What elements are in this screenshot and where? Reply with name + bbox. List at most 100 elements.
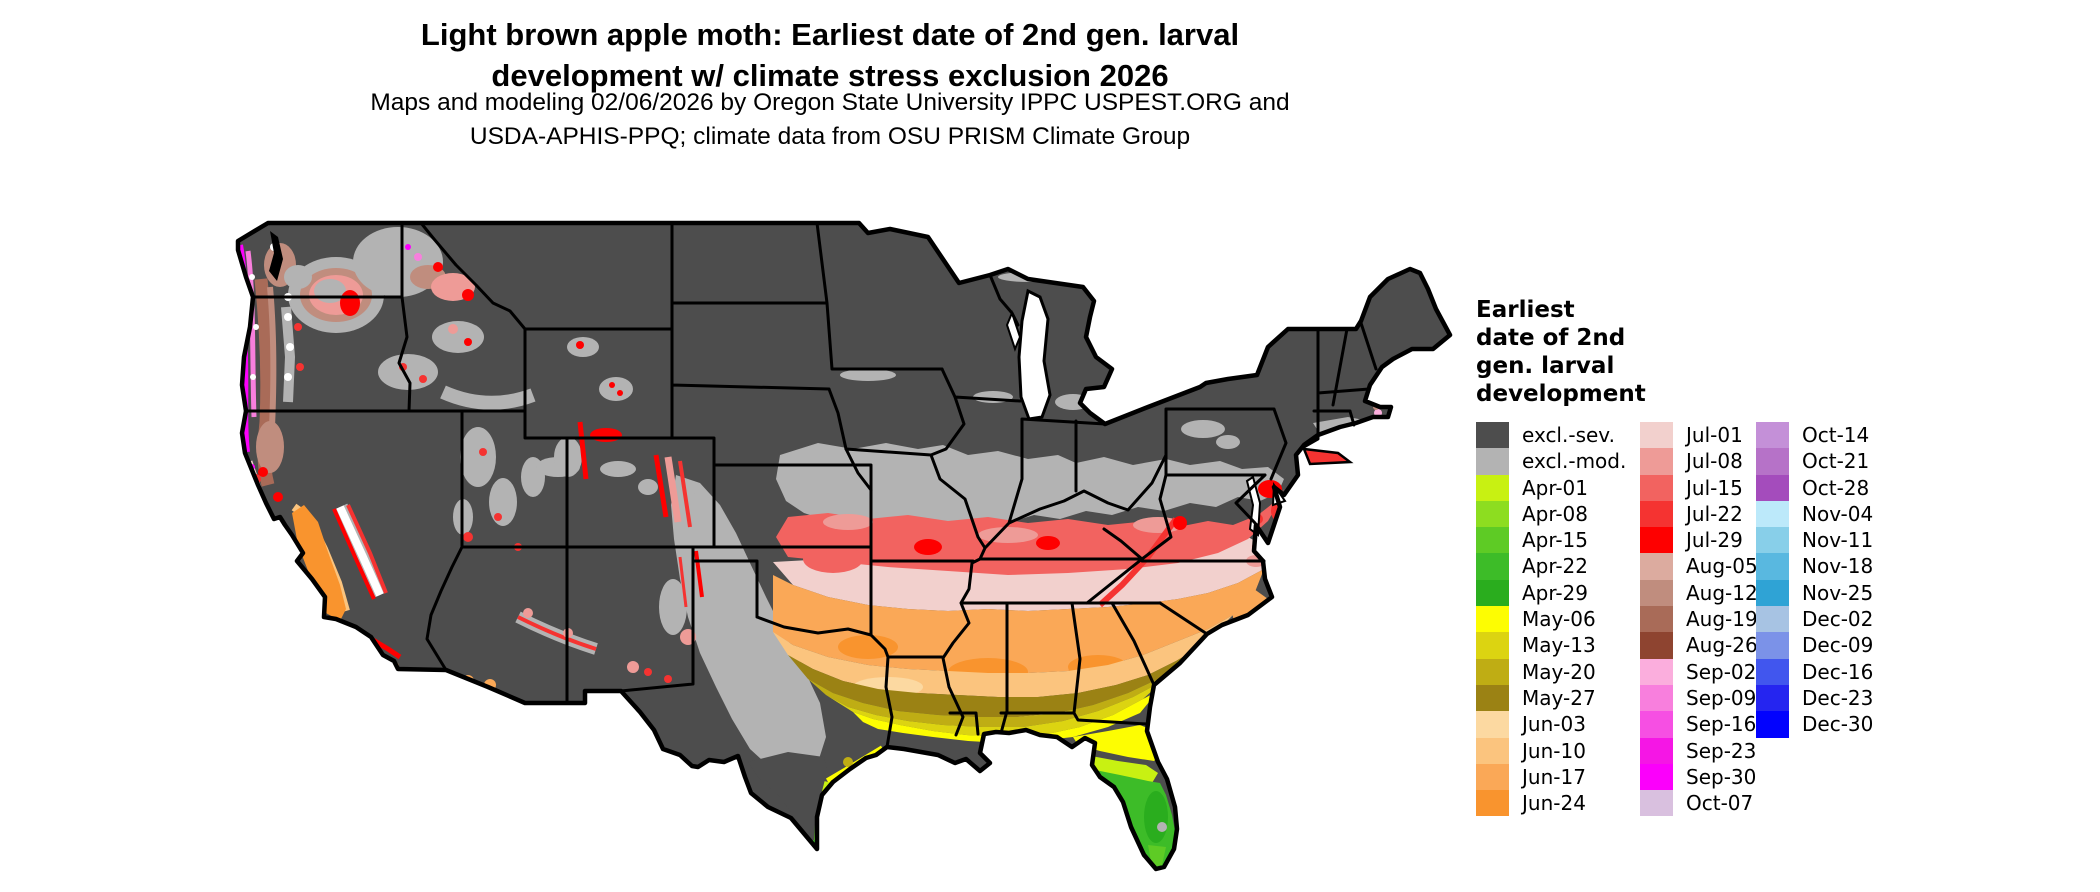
- map-region-none: [346, 504, 388, 594]
- map-region-May-06: [853, 691, 1158, 743]
- legend-row: May-06: [1476, 606, 1626, 633]
- legend-row: Sep-02: [1640, 658, 1758, 685]
- legend-label: Dec-30: [1802, 712, 1874, 737]
- map-shape: [844, 367, 1209, 749]
- legend-row: Nov-18: [1756, 553, 1873, 580]
- color-swatch: [1476, 422, 1509, 449]
- map-region-none: [336, 505, 384, 597]
- color-swatch: [1756, 448, 1789, 475]
- color-swatch: [1476, 658, 1509, 685]
- legend-label: Nov-25: [1802, 580, 1874, 605]
- map-region-Apr-01: [1121, 875, 1131, 879]
- color-swatch: [1640, 606, 1673, 633]
- legend-row: Oct-21: [1756, 448, 1873, 475]
- map-region-Jul-22: [270, 521, 282, 533]
- legend-column-1: excl.-sev. excl.-mod. Apr-01 Apr-08 Apr-15 Ap…: [1476, 422, 1626, 817]
- legend-row: Aug-12: [1640, 579, 1758, 607]
- color-swatch: [1756, 658, 1789, 685]
- legend-label: excl.-sev.: [1522, 423, 1615, 447]
- page-title: Light brown apple moth: Earliest date of…: [180, 14, 1480, 96]
- map-region-excl.-mod.: [284, 265, 312, 289]
- map-region-excl.-mod.: [1216, 435, 1240, 449]
- legend-title-line-2: date of 2nd: [1476, 325, 1626, 351]
- color-swatch: [1640, 553, 1673, 580]
- legend-row: Jun-24: [1476, 790, 1626, 817]
- legend-row: excl.-mod.: [1476, 448, 1626, 475]
- legend-row: May-13: [1476, 632, 1626, 659]
- color-swatch: [1640, 790, 1673, 817]
- map-region-excl.-mod.: [489, 478, 517, 526]
- map-region-Jul-29: [464, 338, 472, 346]
- legend-label: Nov-11: [1802, 528, 1874, 553]
- map-region-Jul-22: [296, 363, 304, 371]
- color-swatch: [1756, 632, 1789, 659]
- legend-row: Aug-26: [1640, 632, 1758, 659]
- map-region-Jun-24: [292, 505, 346, 621]
- legend-label: Jul-29: [1686, 528, 1743, 553]
- legend-row: Aug-19: [1640, 606, 1758, 633]
- map-region-Jul-22: [419, 375, 427, 383]
- map-region-Jul-22: [479, 448, 487, 456]
- legend-row: excl.-sev.: [1476, 422, 1626, 449]
- map-region-excl.-mod.: [460, 427, 496, 487]
- map-region-Jul-29: [617, 390, 623, 396]
- map-region-Jul-22: [294, 323, 302, 331]
- legend-label: Sep-23: [1686, 738, 1757, 763]
- legend-label: Jun-24: [1522, 791, 1586, 816]
- color-swatch: [1640, 579, 1673, 607]
- map-region-Jul-08: [627, 661, 639, 673]
- legend-label: Jul-15: [1686, 475, 1743, 500]
- map-fill-layers: [238, 223, 1450, 882]
- map-subtitle: Maps and modeling 02/06/2026 by Oregon S…: [180, 86, 1480, 154]
- map-region-Apr-29: [1144, 791, 1168, 843]
- color-swatch: [1756, 474, 1789, 501]
- color-swatch: [1476, 737, 1509, 764]
- legend-row: Apr-01: [1476, 474, 1626, 501]
- legend-label: Jul-22: [1686, 501, 1743, 526]
- legend-row: Jun-10: [1476, 737, 1626, 764]
- legend-label: Dec-23: [1802, 685, 1874, 710]
- legend-row: Jul-08: [1640, 448, 1758, 475]
- map-region-excl.-mod.: [1157, 822, 1167, 832]
- legend-row: Oct-14: [1756, 422, 1873, 449]
- map-region-Apr-01: [1150, 877, 1158, 881]
- legend-label: Sep-09: [1686, 685, 1757, 710]
- legend-label: Jun-03: [1522, 712, 1586, 737]
- legend-label: Dec-02: [1802, 607, 1874, 632]
- legend-row: Apr-29: [1476, 579, 1626, 607]
- map-region-Sep-30: [405, 244, 411, 250]
- legend-label: Aug-05: [1686, 554, 1758, 579]
- map-region-Aug-12: [256, 421, 284, 473]
- color-swatch: [1476, 632, 1509, 659]
- map-region-May-06: [1073, 725, 1166, 761]
- map-region-Jul-29: [576, 341, 584, 349]
- map-region-Apr-01: [1136, 878, 1146, 882]
- legend-row: Jul-15: [1640, 474, 1758, 501]
- map-region-Jul-29: [1036, 536, 1060, 550]
- legend-row: Dec-02: [1756, 606, 1874, 633]
- map-region-Jul-29: [273, 492, 283, 502]
- color-swatch: [1756, 500, 1789, 528]
- legend-row: Sep-09: [1640, 684, 1758, 712]
- map-region-Sep-30: [285, 548, 291, 554]
- legend-row: Dec-09: [1756, 632, 1873, 659]
- legend-label: May-06: [1522, 607, 1596, 632]
- color-swatch: [1476, 527, 1509, 554]
- map-shape: [244, 221, 944, 705]
- legend-label: Apr-29: [1522, 580, 1588, 605]
- legend-label: Oct-28: [1802, 475, 1870, 500]
- map-region-Jul-29: [914, 539, 942, 555]
- legend-row: Nov-25: [1756, 579, 1874, 607]
- color-swatch: [1756, 422, 1789, 449]
- map-region-Jul-29: [1173, 516, 1187, 530]
- color-swatch: [1476, 500, 1509, 528]
- color-swatch: [1756, 606, 1789, 633]
- legend-label: Oct-07: [1686, 791, 1754, 816]
- map-region-Jul-15: [803, 545, 863, 573]
- legend-title-line-4: development: [1476, 381, 1646, 407]
- legend-label: May-27: [1522, 685, 1596, 710]
- color-swatch: [1756, 579, 1789, 607]
- map-region-Jul-29: [433, 262, 443, 272]
- map-region-Jul-29: [590, 428, 622, 442]
- map-region-excl.-mod.: [671, 475, 826, 773]
